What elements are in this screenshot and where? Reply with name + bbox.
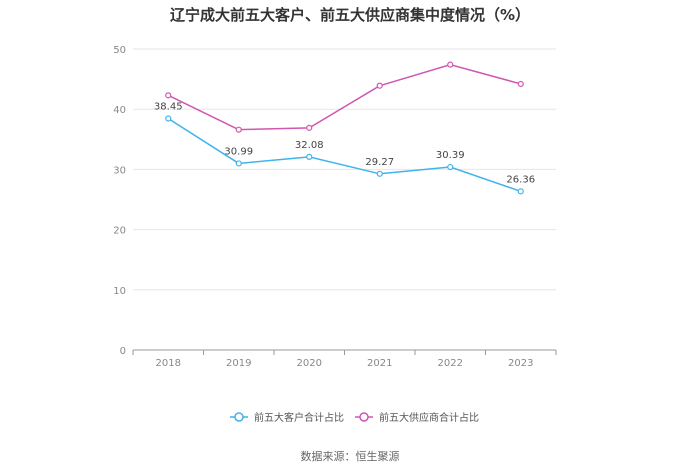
data-point[interactable] xyxy=(165,115,172,122)
data-point[interactable] xyxy=(517,80,524,88)
data-label: 29.27 xyxy=(365,157,394,168)
y-tick-label: 20 xyxy=(113,226,126,237)
y-tick-label: 30 xyxy=(113,165,126,176)
x-tick-label: 2018 xyxy=(156,358,181,369)
series-line-2 xyxy=(167,63,521,131)
legend-marker-icon[interactable] xyxy=(234,412,244,422)
data-label: 38.45 xyxy=(154,102,183,113)
data-point[interactable] xyxy=(306,124,313,131)
data-label: 30.99 xyxy=(224,146,253,157)
data-label: 30.39 xyxy=(436,150,465,161)
x-tick-label: 2022 xyxy=(438,358,463,369)
data-point[interactable] xyxy=(235,160,242,167)
x-tick-label: 2019 xyxy=(226,358,251,369)
x-tick-label: 2021 xyxy=(367,358,392,369)
y-tick-label: 0 xyxy=(120,346,126,357)
y-tick-label: 50 xyxy=(113,45,126,56)
data-label: 32.08 xyxy=(295,140,324,151)
data-point[interactable] xyxy=(165,92,172,99)
chart-title: 辽宁成大前五大客户、前五大供应商集中度情况（%） xyxy=(169,6,531,24)
data-point[interactable] xyxy=(517,188,524,195)
x-tick-label: 2020 xyxy=(297,358,322,369)
legend-label[interactable]: 前五大客户合计占比 xyxy=(254,411,344,424)
legend-label[interactable]: 前五大供应商合计占比 xyxy=(379,411,479,424)
data-point[interactable] xyxy=(235,126,242,133)
x-tick-label: 2023 xyxy=(508,358,533,369)
data-label: 26.36 xyxy=(506,174,535,185)
series-line-1 xyxy=(167,117,521,193)
y-tick-label: 40 xyxy=(113,105,126,116)
y-tick-label: 10 xyxy=(113,286,126,297)
data-point[interactable] xyxy=(376,82,383,89)
data-point[interactable] xyxy=(306,153,313,160)
data-point[interactable] xyxy=(376,170,383,177)
data-source: 数据来源：恒生聚源 xyxy=(300,450,400,463)
legend-marker-icon[interactable] xyxy=(359,412,369,422)
data-point[interactable] xyxy=(447,163,454,171)
data-point[interactable] xyxy=(447,61,454,68)
